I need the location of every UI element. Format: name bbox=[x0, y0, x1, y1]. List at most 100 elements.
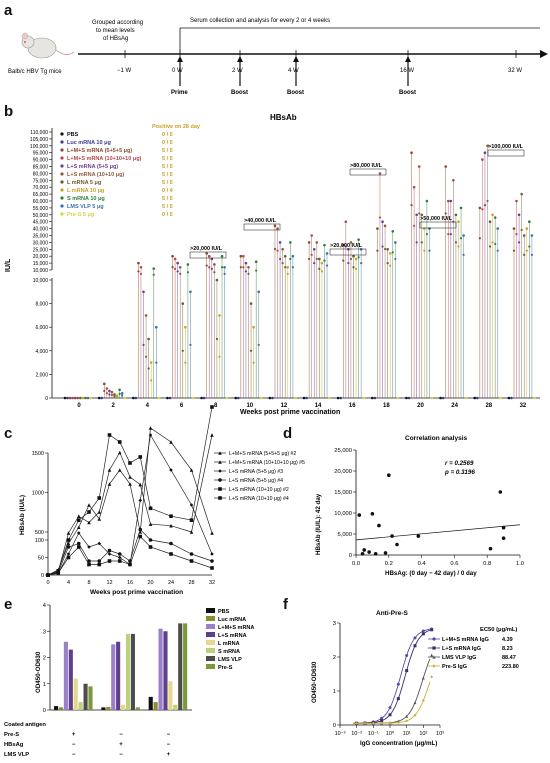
data-point bbox=[110, 393, 114, 397]
y-tick-label: 10,000 bbox=[33, 278, 49, 284]
data-point bbox=[313, 262, 316, 265]
ec50-value: 88.47 bbox=[502, 655, 516, 661]
ec50-value: 223.80 bbox=[502, 664, 519, 670]
legend-marker bbox=[60, 212, 64, 216]
data-point bbox=[396, 721, 400, 725]
data-point bbox=[357, 513, 362, 517]
fit-curve bbox=[353, 658, 431, 724]
ec50-header: EC50 (μg/mL) bbox=[480, 627, 517, 633]
data-point bbox=[252, 361, 255, 364]
data-point bbox=[100, 396, 104, 400]
data-point bbox=[184, 325, 187, 329]
data-point bbox=[107, 482, 112, 486]
row-label: Pre-S bbox=[4, 732, 19, 738]
data-point bbox=[341, 243, 345, 247]
data-point bbox=[446, 199, 450, 203]
y-tick-label: 25,000 bbox=[33, 247, 49, 253]
legend-label: L mRNA bbox=[218, 641, 240, 647]
panel-letter-b: b bbox=[4, 103, 14, 120]
legend-positive: 5 / 5 bbox=[162, 156, 173, 162]
annotation-label: >40,000 IU/L bbox=[244, 218, 277, 224]
legend-label: L+M+S mRNA bbox=[218, 625, 254, 631]
bar bbox=[183, 623, 188, 710]
data-point bbox=[223, 272, 226, 275]
data-point bbox=[388, 706, 392, 710]
y-tick-label: 70,000 bbox=[33, 185, 49, 191]
data-point bbox=[189, 559, 194, 563]
data-point bbox=[137, 261, 140, 265]
data-point bbox=[418, 212, 421, 215]
data-point bbox=[413, 644, 417, 648]
timeline-label: 4 W bbox=[288, 68, 299, 74]
data-point bbox=[87, 510, 91, 514]
data-point bbox=[242, 266, 245, 269]
data-point bbox=[381, 245, 384, 248]
legend-marker bbox=[432, 637, 436, 641]
data-point bbox=[415, 213, 418, 217]
legend-label: L+S mRNA (5+5 μg) bbox=[67, 164, 118, 170]
data-point bbox=[213, 271, 216, 274]
x-axis-label: IgG concentration (μg/mL) bbox=[360, 740, 437, 747]
data-point bbox=[325, 252, 329, 255]
data-point bbox=[430, 675, 434, 679]
bar bbox=[88, 686, 93, 710]
legend-marker bbox=[60, 164, 64, 168]
y-tick-label: 6,000 bbox=[35, 325, 48, 331]
data-point bbox=[362, 396, 366, 400]
y-tick-label: 75,000 bbox=[33, 178, 49, 184]
data-point bbox=[423, 227, 426, 230]
data-point bbox=[496, 249, 499, 252]
series-line bbox=[47, 535, 213, 576]
data-point bbox=[186, 263, 190, 266]
data-point bbox=[215, 278, 219, 282]
x-tick-label: 4 bbox=[67, 580, 70, 586]
data-point bbox=[394, 257, 397, 261]
ec50-value: 8.23 bbox=[502, 646, 513, 652]
data-point bbox=[420, 213, 424, 217]
mouse-label: Balb/c HBV Tg mice bbox=[8, 69, 62, 75]
data-point bbox=[138, 534, 143, 539]
data-point bbox=[454, 213, 458, 217]
y-tick-label: 55,000 bbox=[33, 206, 49, 212]
legend-label: L+S mRNA (10+10 μg) bbox=[67, 172, 124, 178]
bar bbox=[178, 623, 183, 710]
legend-label: S mRNA bbox=[218, 649, 240, 655]
data-point bbox=[462, 234, 465, 237]
sign: − bbox=[72, 742, 76, 748]
x-tick-label: 10 bbox=[246, 403, 253, 409]
data-point bbox=[276, 227, 279, 230]
data-point bbox=[344, 220, 348, 223]
event-arrowhead bbox=[405, 56, 411, 62]
legend-positive: 0 / 5 bbox=[162, 132, 173, 138]
group-text-line3: of HBsAg bbox=[103, 36, 128, 42]
legend-swatch bbox=[206, 648, 215, 653]
x-tick-label: 0.0 bbox=[352, 561, 360, 567]
fit-curve bbox=[353, 681, 431, 724]
data-point bbox=[512, 227, 516, 230]
data-point bbox=[128, 562, 132, 567]
panel-letter-f: f bbox=[283, 596, 288, 613]
data-point bbox=[210, 257, 214, 261]
data-point bbox=[208, 266, 211, 269]
timeline-label: 2 W bbox=[232, 68, 243, 74]
data-point bbox=[128, 461, 132, 465]
legend-positive: 5 / 5 bbox=[162, 196, 173, 202]
series-line bbox=[47, 406, 213, 576]
y-tick-label: 100 bbox=[35, 538, 44, 544]
data-point bbox=[178, 265, 182, 269]
y-tick-label: 3 bbox=[333, 621, 336, 627]
legend-marker bbox=[60, 204, 64, 208]
series-line bbox=[47, 433, 213, 576]
data-point bbox=[522, 234, 526, 237]
data-point bbox=[493, 216, 497, 219]
y-tick-label: 95,000 bbox=[33, 151, 49, 157]
event-arrowhead bbox=[237, 56, 243, 62]
data-point bbox=[413, 713, 417, 717]
data-point bbox=[205, 264, 208, 267]
data-point bbox=[118, 388, 121, 392]
data-point bbox=[181, 302, 185, 305]
y-tick-label: 0 bbox=[45, 396, 48, 402]
data-point bbox=[354, 267, 358, 270]
y-tick-label: 4 bbox=[43, 603, 47, 609]
data-point bbox=[447, 233, 450, 236]
